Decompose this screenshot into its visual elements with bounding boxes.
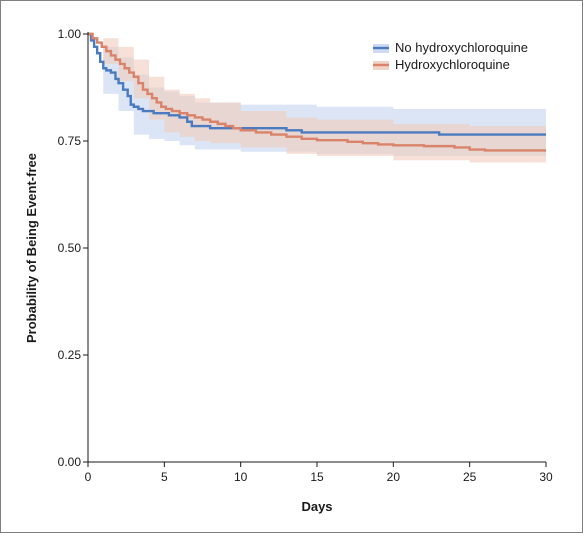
x-tick-label: 5	[161, 470, 168, 484]
x-tick-label: 20	[387, 470, 401, 484]
legend-label-0: No hydroxychloroquine	[395, 40, 528, 55]
x-tick-label: 30	[539, 470, 553, 484]
y-tick-label: 0.00	[58, 455, 82, 469]
y-tick-label: 0.50	[58, 241, 82, 255]
legend-label-1: Hydroxychloroquine	[395, 57, 510, 72]
legend: No hydroxychloroquine Hydroxychloroquine	[373, 40, 528, 72]
x-axis-title: Days	[301, 499, 332, 514]
y-tick-label: 0.25	[58, 348, 82, 362]
y-tick-label: 0.75	[58, 134, 82, 148]
axes	[83, 32, 547, 467]
y-tick-label: 1.00	[58, 27, 82, 41]
x-tick-label: 0	[85, 470, 92, 484]
x-tick-label: 25	[463, 470, 477, 484]
survival-curves	[88, 32, 546, 152]
x-tick-label: 10	[234, 470, 248, 484]
x-tick-label: 15	[310, 470, 324, 484]
series-line-0	[88, 32, 546, 136]
series-line-1	[88, 32, 546, 152]
y-axis-title: Probability of Being Event-free	[24, 153, 39, 343]
tick-labels: 0 5 10 15 20 25 30 0.00 0.25 0.50 0.75 1.00	[58, 27, 553, 484]
